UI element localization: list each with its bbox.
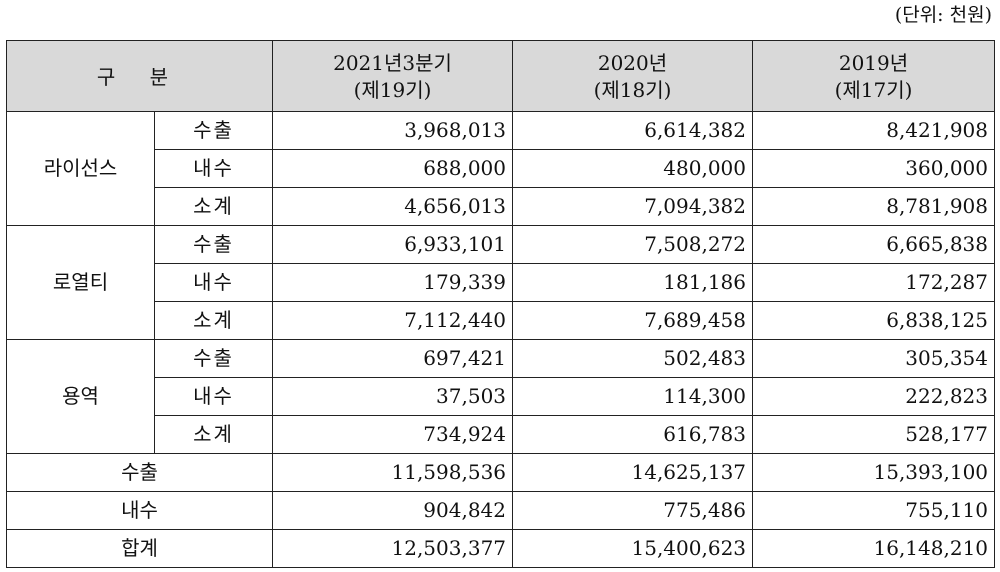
value-cell: 3,968,013 — [272, 111, 514, 150]
value-cell: 480,000 — [512, 149, 754, 188]
value-cell: 755,110 — [752, 491, 996, 530]
table-row: 내수 37,503 114,300 222,823 — [7, 377, 996, 416]
period-term: (제19기) — [353, 78, 432, 102]
value-cell: 904,842 — [272, 491, 514, 530]
value-cell: 688,000 — [272, 149, 514, 188]
group-label: 라이선스 — [6, 111, 155, 226]
row-label: 내수 — [153, 149, 274, 188]
total-label: 수출 — [5, 453, 274, 492]
row-label: 내수 — [153, 263, 274, 302]
value-cell: 616,783 — [512, 415, 754, 454]
table-row: 로열티 수출 6,933,101 7,508,272 6,665,838 — [6, 225, 996, 340]
value-cell: 360,000 — [752, 149, 996, 188]
value-cell: 179,339 — [272, 263, 514, 302]
value-cell: 8,781,908 — [752, 187, 996, 226]
value-cell: 8,421,908 — [752, 111, 996, 150]
total-label: 합계 — [5, 529, 274, 568]
category-header: 구 분 — [5, 40, 274, 112]
value-cell: 528,177 — [752, 415, 996, 454]
period-header: 2019년 (제17기) — [752, 40, 996, 112]
value-cell: 15,400,623 — [512, 529, 754, 568]
row-label: 소계 — [153, 187, 274, 226]
row-label: 소계 — [153, 415, 274, 454]
period-year: 2020년 — [597, 51, 668, 75]
value-cell: 15,393,100 — [752, 453, 996, 492]
unit-note: (단위: 천원) — [894, 4, 992, 26]
table-row: 소계 7,112,440 7,689,458 6,838,125 — [7, 301, 996, 340]
value-cell: 697,421 — [272, 339, 514, 378]
value-cell: 6,838,125 — [752, 301, 996, 340]
row-label: 수출 — [153, 225, 274, 264]
row-label: 내수 — [153, 377, 274, 416]
row-label: 수출 — [153, 111, 274, 150]
total-row: 합계 12,503,377 15,400,623 16,148,210 — [5, 529, 996, 568]
table-row: 용역 수출 697,421 502,483 305,354 — [6, 339, 996, 454]
value-cell: 6,614,382 — [512, 111, 754, 150]
value-cell: 37,503 — [272, 377, 514, 416]
period-header: 2021년3분기 (제19기) — [272, 40, 514, 112]
value-cell: 222,823 — [752, 377, 996, 416]
row-label: 소계 — [153, 301, 274, 340]
value-cell: 775,486 — [512, 491, 754, 530]
value-cell: 172,287 — [752, 263, 996, 302]
value-cell: 181,186 — [512, 263, 754, 302]
value-cell: 305,354 — [752, 339, 996, 378]
value-cell: 16,148,210 — [752, 529, 996, 568]
period-term: (제17기) — [834, 78, 913, 102]
total-row: 수출 11,598,536 14,625,137 15,393,100 — [5, 453, 996, 492]
value-cell: 7,689,458 — [512, 301, 754, 340]
value-cell: 12,503,377 — [272, 529, 514, 568]
group-label: 로열티 — [6, 225, 155, 340]
table-row: 소계 734,924 616,783 528,177 — [7, 415, 996, 454]
value-cell: 7,508,272 — [512, 225, 754, 264]
value-cell: 114,300 — [512, 377, 754, 416]
table-row: 라이선스 수출 3,968,013 6,614,382 8,421,908 — [6, 111, 996, 226]
table-row: 내수 688,000 480,000 360,000 — [7, 149, 996, 188]
period-year: 2021년3분기 — [333, 51, 452, 75]
period-header: 2020년 (제18기) — [512, 40, 754, 112]
value-cell: 7,112,440 — [272, 301, 514, 340]
total-row: 내수 904,842 775,486 755,110 — [5, 491, 996, 530]
sales-table: 구 분 2021년3분기 (제19기) 2020년 (제18기) 2019년 (… — [5, 40, 996, 568]
period-year: 2019년 — [838, 51, 909, 75]
table-row: 소계 4,656,013 7,094,382 8,781,908 — [7, 187, 996, 226]
value-cell: 6,665,838 — [752, 225, 996, 264]
value-cell: 7,094,382 — [512, 187, 754, 226]
group-label: 용역 — [6, 339, 155, 454]
value-cell: 14,625,137 — [512, 453, 754, 492]
value-cell: 6,933,101 — [272, 225, 514, 264]
period-term: (제18기) — [593, 78, 672, 102]
value-cell: 4,656,013 — [272, 187, 514, 226]
value-cell: 502,483 — [512, 339, 754, 378]
row-label: 수출 — [153, 339, 274, 378]
value-cell: 734,924 — [272, 415, 514, 454]
total-label: 내수 — [5, 491, 274, 530]
header-row: 구 분 2021년3분기 (제19기) 2020년 (제18기) 2019년 (… — [5, 40, 996, 112]
value-cell: 11,598,536 — [272, 453, 514, 492]
table-row: 내수 179,339 181,186 172,287 — [7, 263, 996, 302]
